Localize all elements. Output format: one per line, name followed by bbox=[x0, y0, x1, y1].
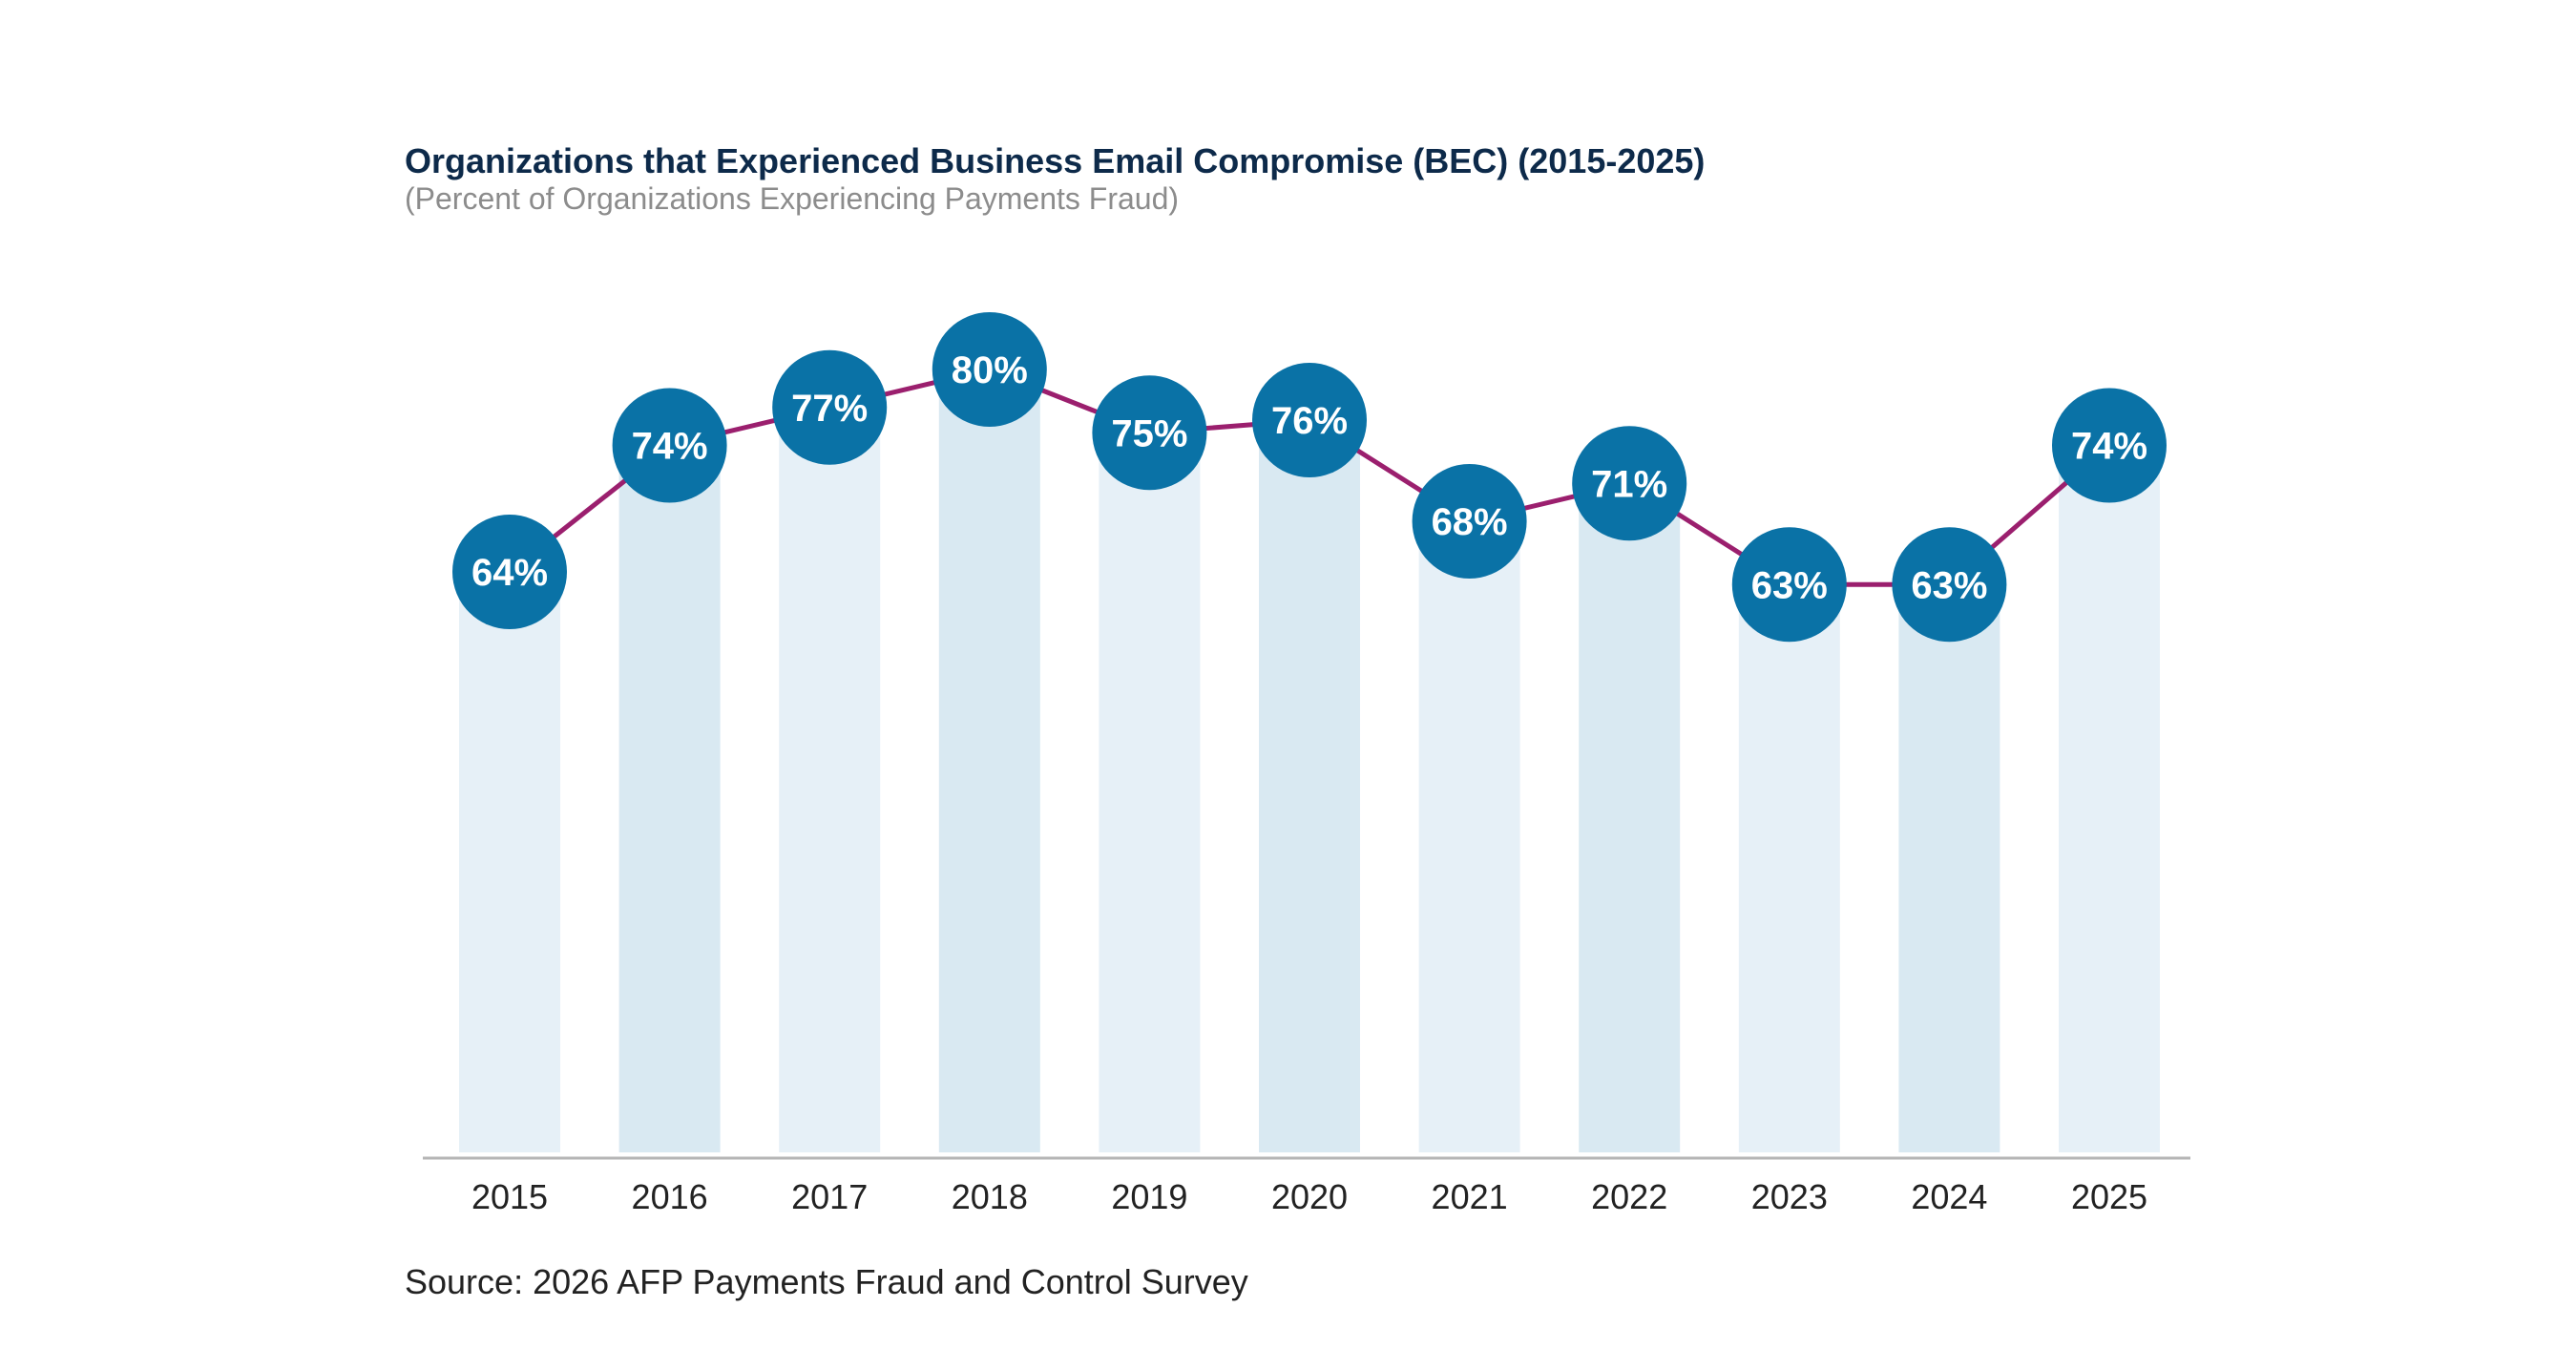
data-label: 76% bbox=[1271, 400, 1348, 442]
source-note: Source: 2026 AFP Payments Fraud and Cont… bbox=[405, 1262, 1248, 1301]
data-point-marker bbox=[1092, 375, 1207, 491]
data-label: 74% bbox=[2071, 426, 2147, 468]
x-tick-label: 2019 bbox=[1111, 1177, 1187, 1216]
x-tick-label: 2015 bbox=[471, 1177, 548, 1216]
markers-group: 64% 74% 77% 80% 75% 76% 68% 71% 63% 63% 74% bbox=[452, 312, 2167, 643]
data-point-marker bbox=[932, 312, 1047, 427]
data-label: 68% bbox=[1432, 501, 1508, 543]
data-point-marker bbox=[1252, 363, 1367, 477]
data-label: 63% bbox=[1911, 564, 1987, 606]
chart-title: Organizations that Experienced Business … bbox=[405, 141, 1706, 180]
bar-2015 bbox=[459, 589, 560, 1152]
x-tick-label: 2025 bbox=[2071, 1177, 2147, 1216]
x-tick-label: 2022 bbox=[1591, 1177, 1667, 1216]
data-point-marker bbox=[1412, 464, 1527, 579]
bar-2018 bbox=[938, 387, 1040, 1152]
data-point-marker bbox=[612, 388, 727, 503]
data-label: 71% bbox=[1591, 463, 1667, 505]
chart-subtitle: (Percent of Organizations Experiencing P… bbox=[405, 181, 1180, 216]
x-tick-label: 2017 bbox=[791, 1177, 868, 1216]
bars-group bbox=[459, 387, 2160, 1152]
data-label: 77% bbox=[791, 388, 868, 430]
data-point-marker bbox=[452, 515, 567, 629]
bar-2016 bbox=[618, 462, 721, 1152]
x-tick-label: 2018 bbox=[952, 1177, 1028, 1216]
data-point-marker bbox=[1892, 527, 2007, 643]
bar-2022 bbox=[1579, 500, 1681, 1152]
data-label: 80% bbox=[952, 349, 1028, 391]
data-label: 74% bbox=[632, 426, 708, 468]
data-point-marker bbox=[1572, 426, 1687, 541]
bar-2025 bbox=[2059, 462, 2160, 1152]
data-point-marker bbox=[2052, 388, 2167, 503]
data-label: 63% bbox=[1751, 564, 1828, 606]
data-point-marker bbox=[1731, 527, 1847, 643]
bar-2019 bbox=[1099, 450, 1201, 1152]
x-tick-label: 2021 bbox=[1432, 1177, 1508, 1216]
bar-2024 bbox=[1898, 601, 2000, 1152]
bar-2020 bbox=[1259, 437, 1360, 1152]
bar-2021 bbox=[1418, 538, 1520, 1152]
x-tick-label: 2024 bbox=[1911, 1177, 1987, 1216]
x-tick-label: 2016 bbox=[632, 1177, 708, 1216]
x-tick-label: 2023 bbox=[1751, 1177, 1828, 1216]
data-point-marker bbox=[772, 349, 888, 465]
data-label: 75% bbox=[1111, 412, 1187, 454]
data-label: 64% bbox=[471, 552, 548, 594]
bar-2017 bbox=[779, 424, 881, 1152]
x-tick-labels: 2015 2016 2017 2018 2019 2020 2021 2022 2023 2024… bbox=[471, 1177, 2147, 1216]
x-tick-label: 2020 bbox=[1271, 1177, 1348, 1216]
bar-2023 bbox=[1738, 601, 1840, 1152]
